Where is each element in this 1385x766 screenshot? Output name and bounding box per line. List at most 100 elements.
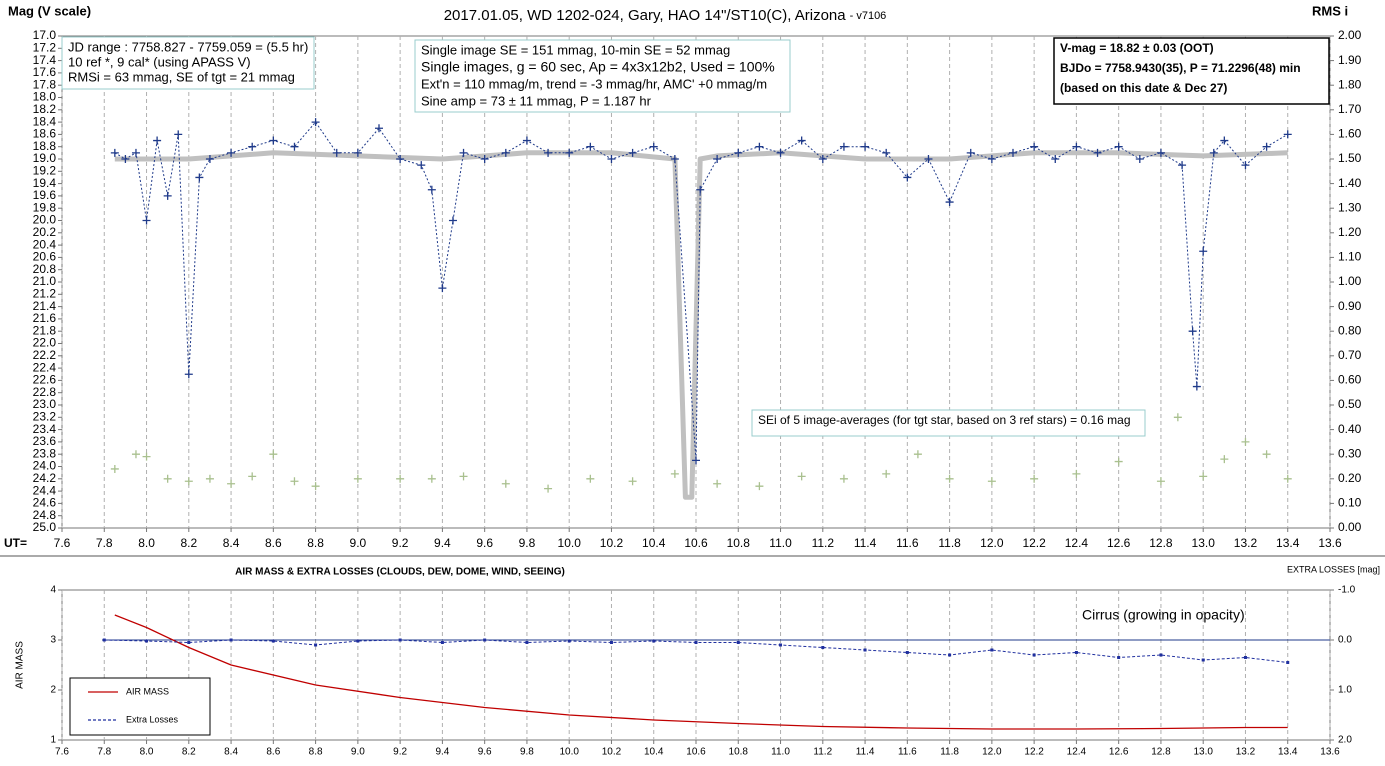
data-point [544,148,553,157]
data-point [1209,148,1218,157]
data-point [607,155,616,163]
x-tick-label: 11.4 [856,747,875,758]
y-tick-label: 24.4 [33,483,57,497]
y2-tick-label: 0.90 [1338,299,1362,313]
y-tick-label: 18.2 [33,102,57,116]
x-tick-label: 12.6 [1107,536,1131,550]
data-point [1032,653,1036,657]
x-tick-label: 10.6 [686,747,706,758]
data-point [417,161,426,170]
annotation-box [414,39,791,113]
data-point [480,155,489,163]
data-point [110,464,119,473]
data-point [248,142,257,151]
y2-tick-label: 1.60 [1338,127,1362,141]
x-axis-label: UT= [4,536,27,550]
data-point [356,639,360,643]
annotation-text: Cirrus (growing in opacity) [1082,607,1245,623]
x-tick-label: 9.8 [520,747,534,758]
data-point [755,482,764,491]
x-tick-label: 12.4 [1065,536,1089,550]
y-tick-label: 4 [50,585,56,596]
data-point [924,155,933,163]
y-axis-label: AIR MASS [15,641,26,689]
data-point [1030,474,1039,483]
annotation-text: BJDo = 7758.9430(35), P = 71.2296(48) mi… [1060,61,1301,75]
data-point [227,479,236,488]
data-point [332,148,341,157]
data-point [776,148,785,157]
x-tick-label: 13.4 [1278,747,1298,758]
y-tick-label: 24.6 [33,496,57,510]
x-tick-label: 8.2 [180,536,197,550]
annotation-box [1053,37,1330,105]
x-tick-label: 10.8 [729,747,749,758]
x-tick-label: 12.0 [980,536,1004,550]
x-tick-label: 13.6 [1318,536,1342,550]
y2-tick-label: 0.10 [1338,496,1362,510]
data-point [1243,656,1247,659]
x-tick-label: 8.8 [307,536,324,550]
x-tick-label: 11.8 [940,747,959,758]
x-tick-label: 12.6 [1109,747,1129,758]
data-point [1241,437,1250,446]
y2-tick-label: 1.80 [1338,77,1362,91]
y2-tick-label: 0.20 [1338,471,1362,485]
y-tick-label: 19.8 [33,200,57,214]
legend-label: AIR MASS [126,686,169,696]
y-tick-label: 22.2 [33,348,57,362]
data-point [142,452,151,461]
data-point [271,639,275,643]
data-point [110,148,119,157]
x-tick-label: 11.6 [896,536,919,550]
data-point [882,148,891,157]
data-point [652,639,656,643]
data-point [882,469,891,478]
y-tick-label: 24.2 [33,471,57,485]
data-point [248,472,257,481]
x-tick-label: 8.0 [138,536,155,550]
y-tick-label: 19.0 [33,151,57,165]
data-point [1156,477,1165,486]
data-point [1072,469,1081,478]
x-tick-label: 9.6 [478,747,492,758]
data-point [184,370,193,379]
x-tick-label: 9.4 [434,536,451,550]
x-tick-label: 8.4 [223,536,240,550]
data-point [1114,457,1123,466]
data-point [861,142,870,151]
data-point [174,130,183,139]
data-point [1220,136,1229,145]
data-point [586,474,595,483]
data-point [1156,148,1165,157]
data-point [966,148,975,157]
data-point [948,653,952,657]
x-tick-label: 10.0 [559,747,579,758]
legend-label: Extra Losses [126,714,179,724]
data-point [736,641,740,644]
x-tick-label: 10.2 [602,747,622,758]
data-point [649,142,658,151]
data-point [1262,142,1271,151]
data-point [227,148,236,157]
annotation-text: V-mag = 18.82 ± 0.03 (OOT) [1060,41,1214,55]
data-point [987,477,996,486]
data-point [459,148,468,157]
data-point [269,136,278,145]
data-point [987,155,996,163]
data-point [440,641,444,644]
x-tick-label: 11.4 [854,536,877,550]
annotation-text: 10 ref *, 9 cal* (using APASS V) [68,54,251,69]
data-point [609,641,613,644]
data-point [290,142,299,151]
x-tick-label: 8.2 [182,747,196,758]
x-tick-label: 13.2 [1236,747,1256,758]
y2-tick-label: 0.80 [1338,323,1362,337]
y-tick-label: 22.8 [33,385,57,399]
data-point [913,450,922,459]
x-tick-label: 11.6 [898,747,917,758]
title-text: 2017.01.05, WD 1202-024, Gary, HAO 14"/S… [444,7,847,24]
y2-axis-label: RMS i [1312,3,1348,18]
x-tick-label: 9.4 [435,747,449,758]
data-point [565,148,574,157]
